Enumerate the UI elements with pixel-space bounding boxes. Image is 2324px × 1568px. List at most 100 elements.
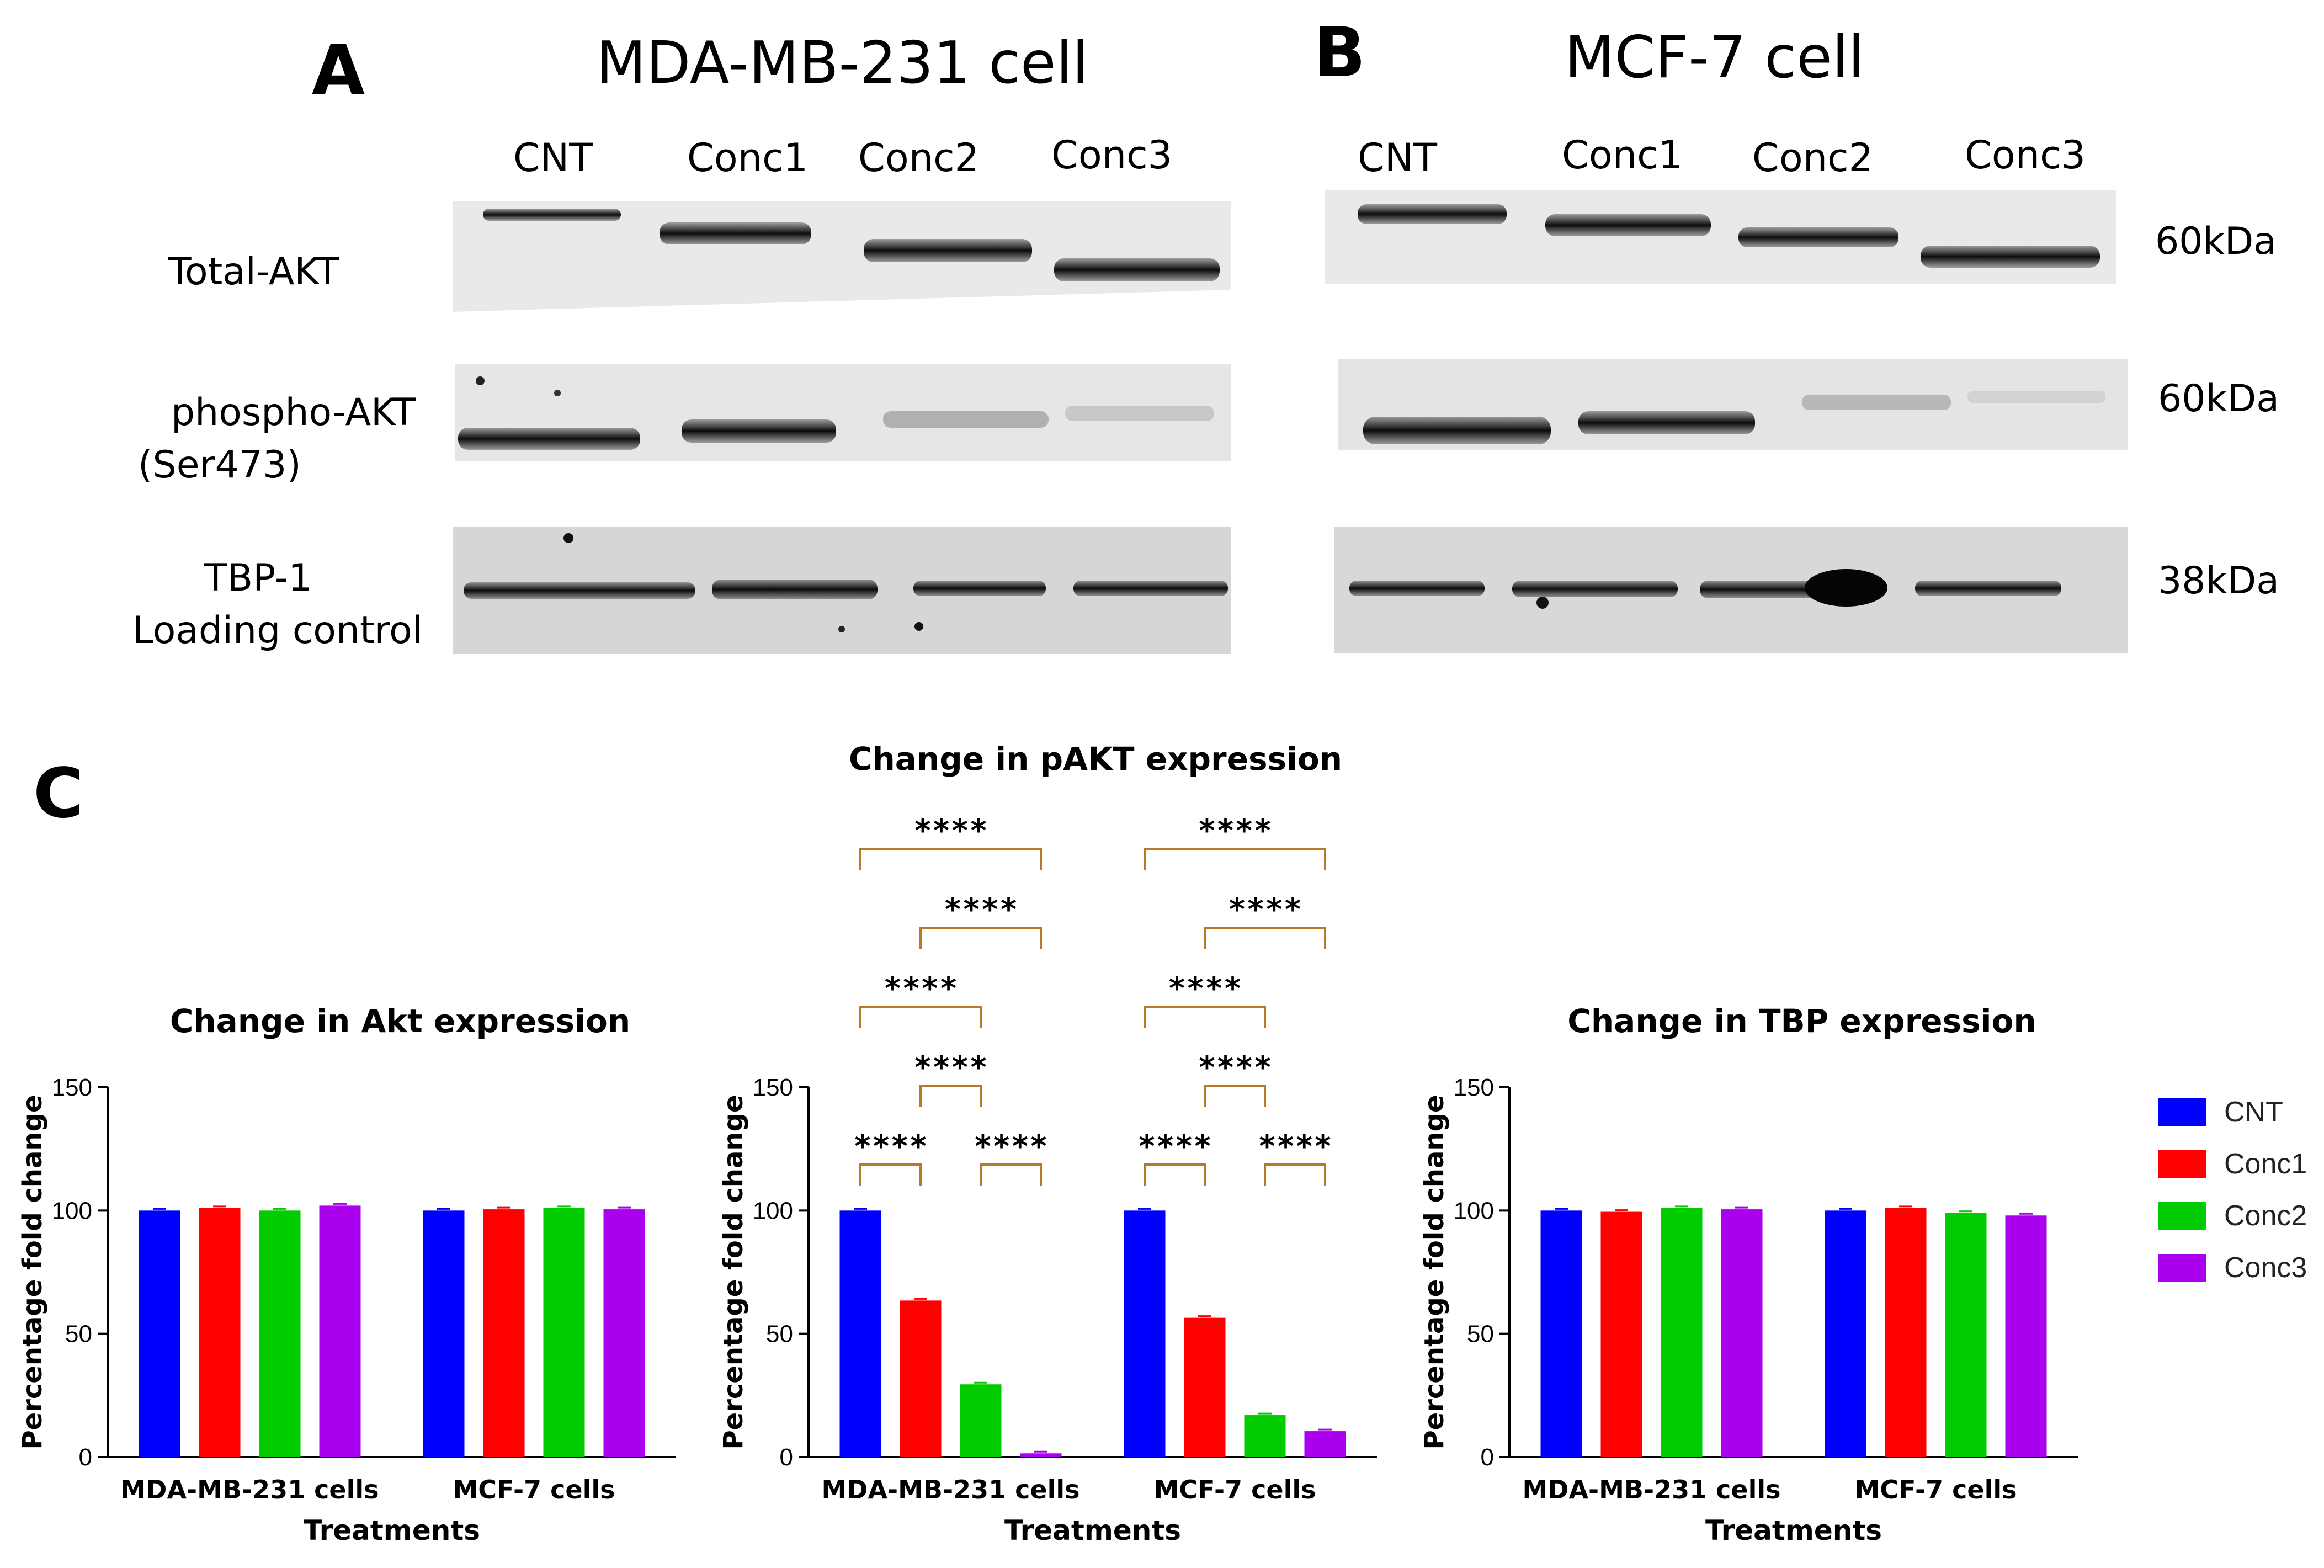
band [660, 222, 811, 244]
significance-label: **** [853, 1129, 928, 1165]
blot-panel-b: MCF-7 cell CNT Conc1 Conc2 Conc3 60kDa 6… [1325, 24, 2279, 653]
band [1578, 411, 1755, 434]
bar-cnt-1 [139, 1210, 180, 1457]
bar-conc3-2 [603, 1209, 645, 1457]
significance-bracket [1264, 1163, 1326, 1186]
blot-title-a: MDA-MB-231 cell [596, 29, 1088, 97]
x-axis-label: Treatments [1705, 1514, 1882, 1546]
bar-conc3-2 [1304, 1431, 1346, 1457]
size-label-phospho-akt: 60kDa [2158, 377, 2279, 421]
bar-conc1-2 [1885, 1208, 1927, 1457]
band [1054, 258, 1220, 281]
band [1349, 581, 1485, 596]
y-tick-label: 0 [1481, 1444, 1494, 1471]
band [1545, 214, 1711, 236]
bar-conc1-2 [1184, 1317, 1226, 1457]
row-label-tbp1: TBP-1 [204, 556, 312, 600]
bar-conc1-1 [1600, 1211, 1642, 1457]
y-axis-label: Percentage fold change [718, 1094, 749, 1449]
bar-conc3-1 [1721, 1209, 1763, 1457]
y-tick-label: 50 [766, 1321, 793, 1348]
band [1967, 391, 2105, 403]
speck [563, 533, 573, 543]
band [1358, 204, 1507, 224]
category-label: MDA-MB-231 cells [1523, 1475, 1781, 1505]
chart-3: Change in TBP expression 0 50 100 150Percent… [1419, 1002, 2078, 1546]
speck [914, 622, 923, 631]
bar-conc2-1 [1661, 1208, 1703, 1457]
x-axis-label: Treatments [304, 1514, 480, 1546]
x-axis-label: Treatments [1004, 1514, 1181, 1546]
y-tick-label: 150 [1454, 1074, 1494, 1101]
speck [838, 626, 845, 632]
significance-bracket [919, 927, 1042, 949]
category-label: MCF-7 cells [453, 1475, 615, 1505]
significance-bracket [1204, 1085, 1266, 1107]
bar-conc2-1 [259, 1210, 301, 1457]
y-tick-label: 50 [65, 1321, 92, 1348]
lane-label-conc1: Conc1 [1562, 132, 1683, 178]
band [712, 580, 878, 599]
legend-swatch-conc3 [2158, 1254, 2206, 1282]
y-tick-label: 100 [52, 1197, 92, 1224]
y-tick-label: 100 [1454, 1197, 1494, 1224]
band [1065, 406, 1214, 421]
chart-title: Change in pAKT expression [849, 740, 1342, 778]
lane-label-conc3: Conc3 [1051, 132, 1172, 178]
panel-letter-a: A [312, 31, 365, 110]
significance-bracket [1144, 848, 1326, 870]
panel-letter-b: B [1313, 13, 1366, 93]
bar-conc2-2 [543, 1208, 585, 1457]
bar-conc1-1 [199, 1208, 241, 1457]
legend-label-conc2: Conc2 [2224, 1200, 2307, 1232]
band [1363, 417, 1551, 444]
bar-conc3-2 [2005, 1215, 2047, 1457]
significance-bracket [980, 1163, 1042, 1186]
blot-title-b: MCF-7 cell [1565, 24, 1864, 91]
band [1805, 569, 1887, 607]
bar-conc3-1 [319, 1205, 361, 1457]
significance-label: **** [1198, 813, 1272, 849]
band [1802, 395, 1951, 410]
significance-label: **** [1258, 1129, 1332, 1165]
band [682, 419, 836, 443]
y-tick-label: 100 [753, 1197, 793, 1224]
bar-cnt-1 [1540, 1210, 1582, 1457]
band [1512, 581, 1678, 597]
speck [554, 390, 561, 396]
lane-label-conc1: Conc1 [687, 135, 808, 180]
significance-label: **** [1228, 892, 1302, 928]
significance-bracket [859, 1163, 922, 1186]
legend-swatch-conc2 [2158, 1202, 2206, 1230]
bar-conc2-2 [1945, 1213, 1987, 1457]
category-label: MCF-7 cells [1854, 1475, 2017, 1505]
lane-label-cnt: CNT [513, 135, 593, 180]
y-tick-label: 50 [1467, 1321, 1494, 1348]
band [1921, 246, 2100, 268]
row-label-total-akt: Total-AKT [168, 250, 339, 294]
significance-label: **** [944, 892, 1018, 928]
speck [1536, 597, 1549, 609]
band [1738, 227, 1898, 247]
category-label: MDA-MB-231 cells [822, 1475, 1080, 1505]
significance-bracket [1144, 1006, 1266, 1028]
speck [476, 376, 485, 385]
bar-cnt-1 [839, 1210, 881, 1457]
size-label-tbp: 38kDa [2158, 559, 2279, 603]
significance-label: **** [1198, 1050, 1272, 1086]
panel-letter-c: C [33, 754, 83, 833]
lane-label-conc2: Conc2 [858, 135, 979, 180]
band [883, 411, 1049, 428]
significance-bracket [1144, 1163, 1206, 1186]
bar-conc2-2 [1244, 1415, 1286, 1457]
significance-label: **** [1168, 971, 1242, 1007]
legend-label-conc1: Conc1 [2224, 1148, 2307, 1180]
significance-bracket [859, 1006, 982, 1028]
legend-swatch-cnt [2158, 1098, 2206, 1126]
bar-cnt-2 [1124, 1210, 1166, 1457]
y-axis-label: Percentage fold change [17, 1094, 48, 1449]
bar-cnt-2 [1825, 1210, 1866, 1457]
y-axis-label: Percentage fold change [1419, 1094, 1450, 1449]
band [464, 582, 695, 599]
